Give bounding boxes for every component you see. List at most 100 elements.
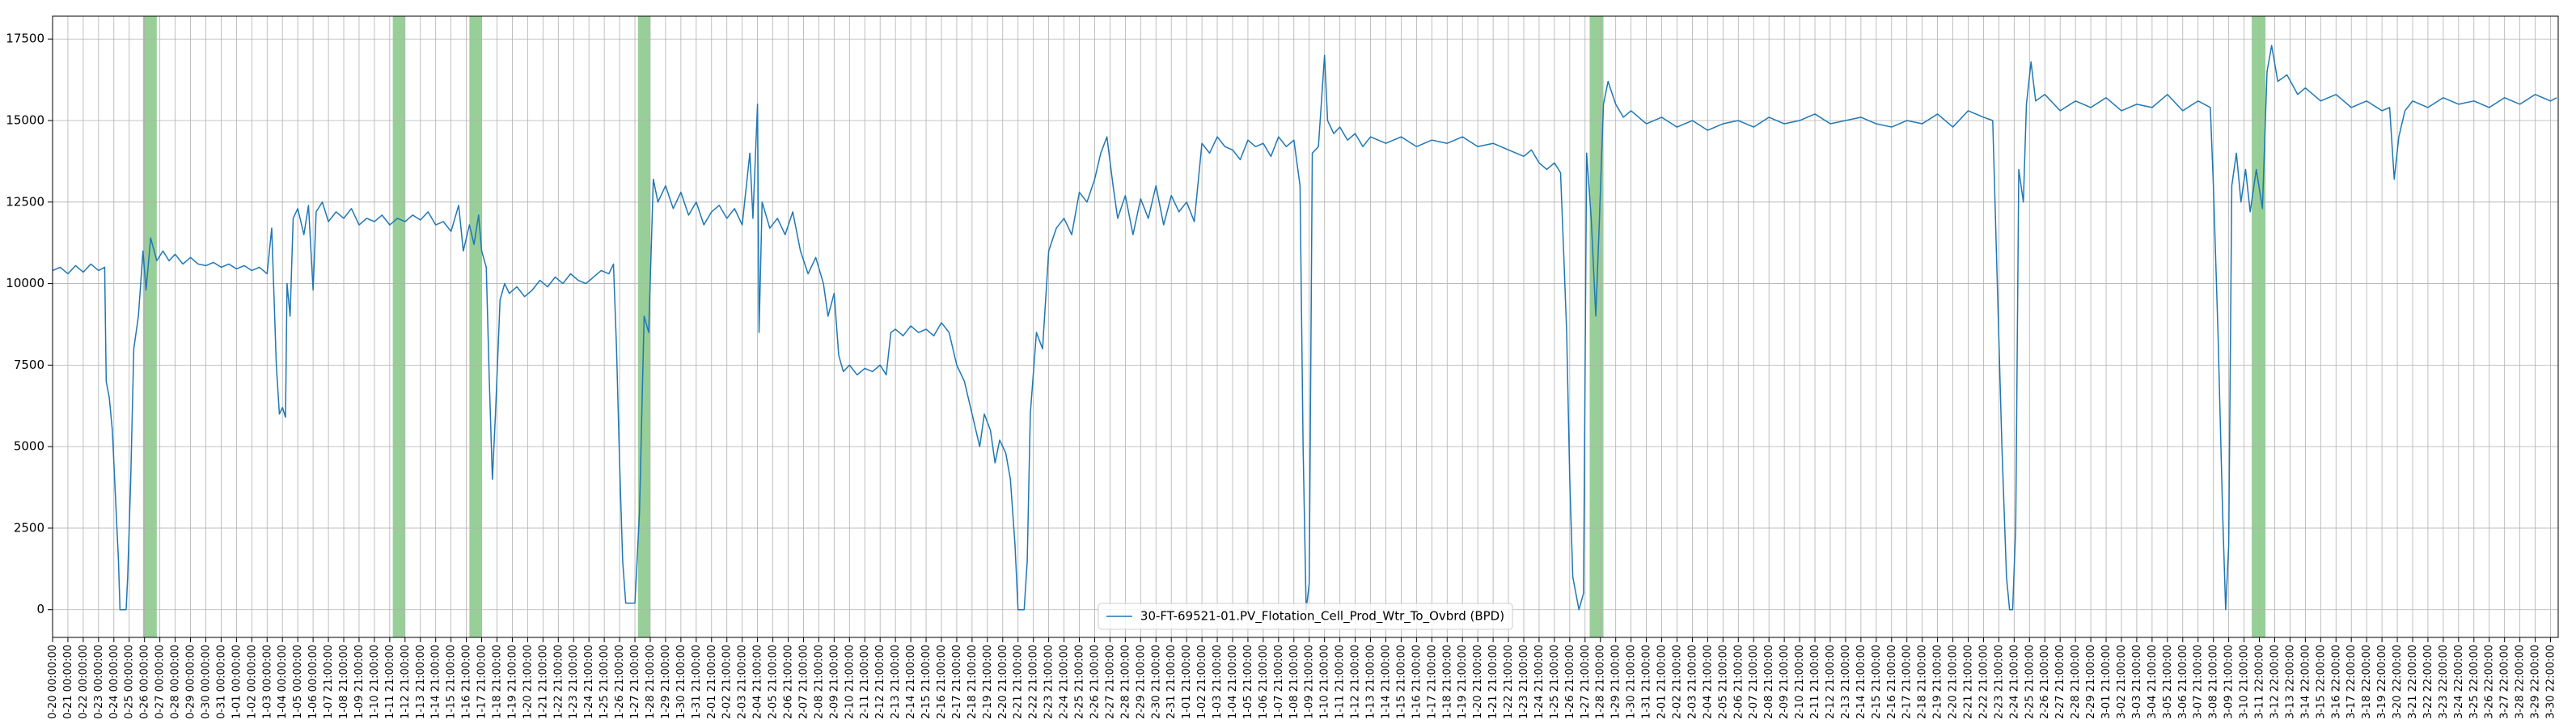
x-tick-label: 1-30 21:00:00 xyxy=(1626,645,1638,719)
x-tick-label: 1-28 21:00:00 xyxy=(645,645,657,719)
x-tick-label: 2-11 21:00:00 xyxy=(1809,645,1821,719)
x-tick-label: 2-17 21:00:00 xyxy=(951,645,963,719)
x-tick-label: 2-01 21:00:00 xyxy=(706,645,718,719)
x-tick-label: 1-01 00:00:00 xyxy=(231,645,243,719)
y-tick-label: 17500 xyxy=(6,32,44,46)
x-tick-label: 2-26 21:00:00 xyxy=(1089,645,1101,719)
x-tick-label: 2-06 21:00:00 xyxy=(783,645,795,719)
x-tick-label: 3-29 22:00:00 xyxy=(2530,645,2542,719)
x-tick-label: 3-27 22:00:00 xyxy=(2499,645,2511,719)
x-tick-label: 1-06 00:00:00 xyxy=(307,645,319,719)
x-tick-label: 1-13 21:00:00 xyxy=(415,645,427,719)
x-tick-label: 2-30 21:00:00 xyxy=(1150,645,1162,719)
x-tick-label: 3-25 22:00:00 xyxy=(2468,645,2481,719)
x-tick-label: 1-23 21:00:00 xyxy=(568,645,580,719)
legend: 30-FT-69521-01.PV_Flotation_Cell_Prod_Wt… xyxy=(1098,603,1513,630)
x-tick-label: 1-14 21:00:00 xyxy=(430,645,442,719)
x-tick-label: 3-06 21:00:00 xyxy=(2177,645,2189,719)
x-tick-label: 2-09 21:00:00 xyxy=(828,645,840,719)
x-tick-label: 2-27 21:00:00 xyxy=(1104,645,1116,719)
x-tick-label: 2-02 21:00:00 xyxy=(1671,645,1683,719)
x-tick-label: 1-26 21:00:00 xyxy=(1564,645,1576,719)
x-tick-label: 2-23 21:00:00 xyxy=(1043,645,1055,719)
x-tick-label: 0-23 00:00:00 xyxy=(93,645,105,719)
x-tick-label: 2-07 21:00:00 xyxy=(1748,645,1760,719)
x-tick-label: 0-26 00:00:00 xyxy=(139,645,151,719)
x-tick-label: 1-09 21:00:00 xyxy=(1304,645,1316,719)
x-tick-label: 1-29 21:00:00 xyxy=(1610,645,1622,719)
x-tick-label: 1-27 21:00:00 xyxy=(629,645,641,719)
x-tick-label: 3-05 21:00:00 xyxy=(2162,645,2174,719)
x-tick-label: 3-13 22:00:00 xyxy=(2284,645,2296,719)
x-tick-label: 3-30 22:00:00 xyxy=(2545,645,2557,719)
x-tick-label: 2-21 21:00:00 xyxy=(1963,645,1975,719)
x-tick-label: 2-10 21:00:00 xyxy=(1794,645,1806,719)
x-tick-label: 1-20 21:00:00 xyxy=(1472,645,1484,719)
x-tick-label: 2-22 21:00:00 xyxy=(1028,645,1040,719)
x-tick-label: 1-02 00:00:00 xyxy=(246,645,258,719)
x-tick-label: 1-24 21:00:00 xyxy=(583,645,595,719)
x-tick-label: 1-22 21:00:00 xyxy=(552,645,565,719)
x-tick-label: 1-24 21:00:00 xyxy=(1533,645,1546,719)
x-tick-label: 1-16 21:00:00 xyxy=(461,645,473,719)
x-tick-label: 3-16 22:00:00 xyxy=(2330,645,2342,719)
x-tick-label: 3-18 22:00:00 xyxy=(2361,645,2373,719)
x-tick-label: 2-03 21:00:00 xyxy=(737,645,749,719)
x-tick-label: 1-18 21:00:00 xyxy=(491,645,503,719)
x-tick-label: 1-16 21:00:00 xyxy=(1411,645,1423,719)
x-tick-label: 1-04 21:00:00 xyxy=(1227,645,1239,719)
x-tick-label: 1-08 21:00:00 xyxy=(1288,645,1301,719)
legend-box xyxy=(1098,603,1513,630)
x-tick-label: 2-08 21:00:00 xyxy=(813,645,825,719)
x-tick-label: 2-21 21:00:00 xyxy=(1013,645,1025,719)
x-tick-label: 3-15 22:00:00 xyxy=(2315,645,2327,719)
data-line xyxy=(52,44,2557,611)
plot-frame xyxy=(52,15,2559,638)
x-tick-label: 1-03 00:00:00 xyxy=(261,645,273,719)
x-tick-label: 2-12 21:00:00 xyxy=(874,645,886,719)
x-tick-label: 2-06 21:00:00 xyxy=(1732,645,1745,719)
x-tick-label: 2-15 21:00:00 xyxy=(920,645,933,719)
x-tick-label: 2-14 21:00:00 xyxy=(1855,645,1867,719)
x-tick-label: 3-12 22:00:00 xyxy=(2269,645,2281,719)
x-tick-label: 1-18 21:00:00 xyxy=(1441,645,1453,719)
x-tick-label: 2-15 21:00:00 xyxy=(1871,645,1883,719)
x-tick-label: 1-07 21:00:00 xyxy=(1273,645,1285,719)
x-tick-label: 1-15 21:00:00 xyxy=(446,645,458,719)
x-tick-label: 2-08 21:00:00 xyxy=(1763,645,1775,719)
x-tick-label: 1-01 21:00:00 xyxy=(1181,645,1193,719)
shaded-span xyxy=(142,16,157,637)
x-tick-label: 0-21 00:00:00 xyxy=(62,645,74,719)
x-tick-label: 3-23 22:00:00 xyxy=(2438,645,2450,719)
x-tick-label: 0-30 00:00:00 xyxy=(200,645,212,719)
x-tick-label: 2-18 21:00:00 xyxy=(967,645,979,719)
x-tick-label: 1-25 21:00:00 xyxy=(599,645,611,719)
x-tick-label: 0-31 00:00:00 xyxy=(215,645,227,719)
x-tick-label: 1-05 00:00:00 xyxy=(292,645,304,719)
x-tick-label: 0-22 00:00:00 xyxy=(78,645,90,719)
x-tick-label: 1-19 21:00:00 xyxy=(506,645,518,719)
shaded-span xyxy=(469,16,482,637)
x-tick-label: 3-11 22:00:00 xyxy=(2254,645,2266,719)
x-tick-label: 1-02 21:00:00 xyxy=(1196,645,1208,719)
x-tick-label: 1-31 21:00:00 xyxy=(691,645,703,719)
x-tick-label: 1-27 21:00:00 xyxy=(1580,645,1592,719)
x-tick-label: 1-23 21:00:00 xyxy=(1518,645,1530,719)
x-tick-label: 0-27 00:00:00 xyxy=(154,645,167,719)
x-tick-label: 3-07 21:00:00 xyxy=(2193,645,2205,719)
shaded-span xyxy=(392,16,405,637)
x-tick-label: 1-21 21:00:00 xyxy=(537,645,549,719)
x-tick-label: 1-14 21:00:00 xyxy=(1380,645,1392,719)
x-tick-label: 3-09 21:00:00 xyxy=(2223,645,2235,719)
x-tick-label: 2-27 21:00:00 xyxy=(2054,645,2066,719)
x-tick-label: 2-28 21:00:00 xyxy=(2070,645,2082,719)
x-tick-label: 2-25 21:00:00 xyxy=(1074,645,1086,719)
x-tick-label: 2-11 21:00:00 xyxy=(859,645,871,719)
x-tick-label: 1-03 21:00:00 xyxy=(1212,645,1224,719)
x-tick-label: 3-04 21:00:00 xyxy=(2147,645,2159,719)
x-tick-label: 2-10 21:00:00 xyxy=(844,645,856,719)
x-tick-label: 1-17 21:00:00 xyxy=(476,645,489,719)
x-tick-label: 1-25 21:00:00 xyxy=(1549,645,1561,719)
x-tick-label: 2-29 21:00:00 xyxy=(2085,645,2097,719)
